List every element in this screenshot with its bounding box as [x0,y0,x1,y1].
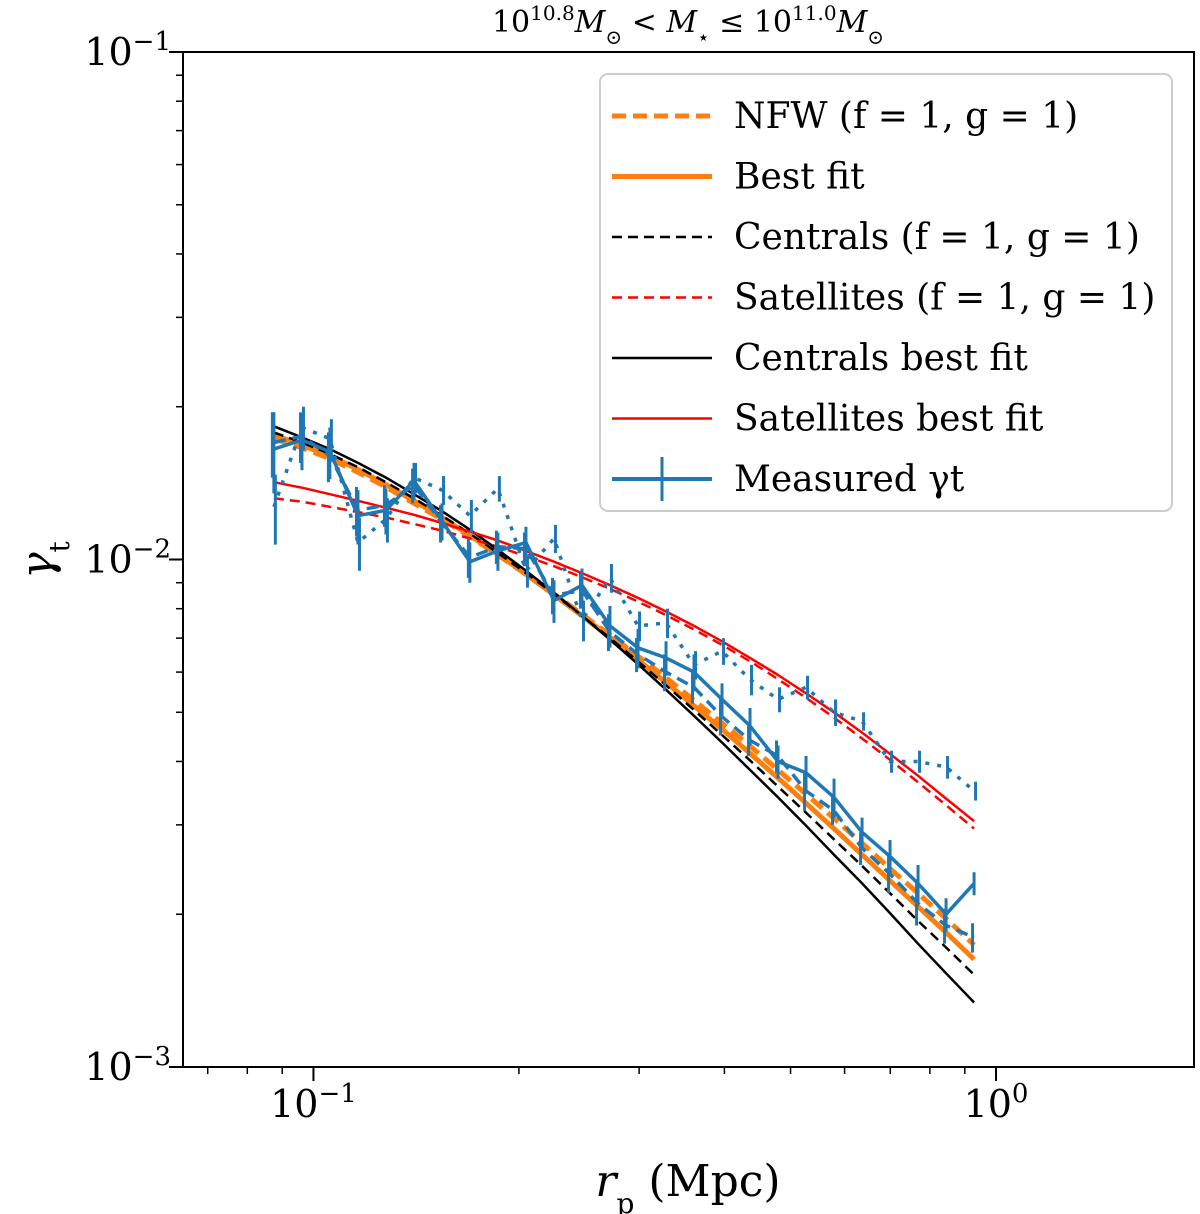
y-tick-label: 10−2 [84,535,171,582]
legend-item-2: Best fit [612,157,865,198]
legend-label: Measured γt [734,459,965,500]
model-line-6 [273,480,975,823]
legend-item-6: Satellites best fit [612,399,1044,440]
legend-box [599,73,1173,512]
model-line-4 [273,497,975,830]
legend-label: Satellites best fit [734,399,1044,440]
x-axis-label: rp (Mpc) [595,1156,780,1214]
y-tick-label: 10−3 [84,1042,171,1089]
measured-series-3 [270,412,975,953]
model-line-3 [273,431,975,976]
legend-label: Centrals best fit [734,338,1028,379]
legend-item-5: Centrals best fit [612,338,1028,379]
axis-tick-labels: 10−1 100 10−3 10−2 10−1 [84,27,1028,1126]
legend: NFW (f = 1, g = 1) Best fit Centrals (f = … [599,73,1173,512]
model-line-2 [273,432,976,962]
x-tick-label: 10−1 [270,1079,357,1126]
plot-series [270,406,978,1004]
measured-series-2 [272,406,978,801]
measured-line [273,434,975,940]
legend-item-3: Centrals (f = 1, g = 1) [612,217,1140,258]
legend-label: Centrals (f = 1, g = 1) [734,217,1140,258]
legend-label: Best fit [734,157,865,198]
y-tick-label: 10−1 [84,27,171,74]
plot-frame [182,51,1195,1068]
legend-item-7: Measured γt [612,457,965,501]
legend-label: Satellites (f = 1, g = 1) [734,278,1155,319]
model-line-5 [273,425,976,1004]
axis-ticks [169,51,998,1081]
chart-title: 1010.8M⊙ < M⋆ ≤ 1011.0M⊙ [492,1,884,49]
y-axis-label: γt [12,540,76,578]
legend-label: NFW (f = 1, g = 1) [734,96,1078,137]
measured-line [272,425,976,793]
legend-item-4: Satellites (f = 1, g = 1) [612,278,1155,319]
legend-item-1: NFW (f = 1, g = 1) [612,96,1078,137]
measured-line [273,438,976,916]
x-tick-label: 100 [964,1079,1029,1126]
model-line-1 [273,436,976,947]
